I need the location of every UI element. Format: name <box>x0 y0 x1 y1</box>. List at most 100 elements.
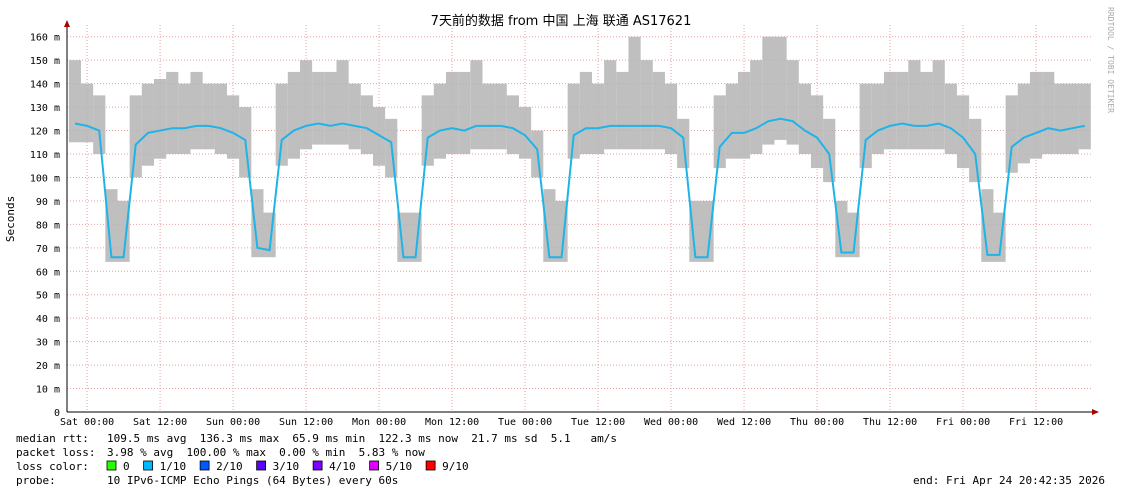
y-tick-label: 0 <box>54 408 60 419</box>
smoke-bar <box>226 95 240 159</box>
smoke-bar <box>433 83 446 159</box>
smoke-bar <box>579 71 592 154</box>
packet-loss-stats: 3.98 % avg 100.00 % max 0.00 % min 5.83 … <box>107 446 425 459</box>
smoke-bar <box>725 83 738 159</box>
smoke-bar <box>153 78 167 159</box>
smoke-bar <box>518 107 532 159</box>
smoke-bar <box>312 71 325 145</box>
smoke-bar <box>421 95 434 166</box>
y-axis-label: Seconds <box>4 196 17 242</box>
smoke-bar <box>956 95 970 169</box>
x-tick-label: Wed 00:00 <box>644 417 698 428</box>
y-tick-label: 20 m <box>36 361 60 372</box>
smoke-bar <box>348 83 361 150</box>
y-tick-label: 140 m <box>30 80 60 91</box>
legend-swatch <box>369 460 380 471</box>
smoke-bar <box>68 60 81 143</box>
smoke-bar <box>1017 83 1030 164</box>
smoke-bar <box>336 60 349 145</box>
y-tick-label: 10 m <box>36 385 60 396</box>
probe-text: 10 IPv6-ICMP Echo Pings (64 Bytes) every… <box>107 474 398 487</box>
legend-swatch <box>199 460 210 471</box>
legend-label: 1/10 <box>160 460 187 473</box>
y-tick-label: 100 m <box>30 173 60 184</box>
x-tick-label: Tue 12:00 <box>571 417 625 428</box>
smoke-bar <box>275 83 288 166</box>
smoke-bar <box>786 60 799 145</box>
packet-loss-label: packet loss: <box>16 446 95 459</box>
smoke-bar <box>871 83 884 154</box>
smoke-bar <box>835 200 848 258</box>
smoke-bar <box>105 189 118 262</box>
x-tick-label: Sun 12:00 <box>279 417 333 428</box>
median-line <box>74 117 1085 259</box>
y-tick-label: 160 m <box>30 33 60 44</box>
y-tick-label: 90 m <box>36 197 60 208</box>
smoke-bar <box>129 95 142 178</box>
smoke-bar <box>798 83 811 154</box>
smoke-bar <box>360 95 373 154</box>
smoke-bar <box>616 71 629 150</box>
x-tick-label: Wed 12:00 <box>717 417 771 428</box>
x-tick-label: Mon 00:00 <box>352 417 406 428</box>
smoke-bar <box>324 71 337 145</box>
smoke-bar <box>701 200 714 262</box>
smoke-bar <box>141 83 154 166</box>
x-tick-label: Thu 12:00 <box>863 417 917 428</box>
smoke-bar <box>823 118 836 183</box>
x-tick-label: Mon 12:00 <box>425 417 479 428</box>
legend-swatch <box>312 460 323 471</box>
smoke-bar <box>810 95 824 169</box>
smoke-bar <box>299 60 313 150</box>
smoke-bar <box>896 71 909 150</box>
smoke-bar <box>214 83 227 154</box>
smoke-bar <box>482 83 495 150</box>
smoke-bar <box>494 83 507 150</box>
legend-swatch <box>256 460 267 471</box>
smoke-bar <box>445 71 459 154</box>
plot-area <box>66 25 1092 413</box>
x-tick-label: Tue 00:00 <box>498 417 552 428</box>
legend-swatch <box>425 460 436 471</box>
smoke-bar <box>944 83 957 154</box>
legend-swatch <box>143 460 154 471</box>
smoke-bar <box>750 60 763 154</box>
y-axis-arrow <box>64 20 70 27</box>
smoke-bar <box>1066 83 1079 154</box>
smoke-bar <box>664 83 678 154</box>
x-tick-label: Sat 00:00 <box>60 417 114 428</box>
smoke-bar <box>1078 83 1091 150</box>
smoke-bar <box>543 189 556 262</box>
smoke-bar <box>908 60 921 150</box>
y-tick-label: 50 m <box>36 291 60 302</box>
smoke-bar <box>506 95 519 154</box>
x-tick-label: Thu 00:00 <box>790 417 844 428</box>
chart-title: 7天前的数据 from 中国 上海 联通 AS17621 <box>431 13 692 29</box>
end-time: end: Fri Apr 24 20:42:35 2026 <box>913 474 1105 487</box>
y-tick-label: 30 m <box>36 338 60 349</box>
y-tick-label: 70 m <box>36 244 60 255</box>
smoke-bar <box>1029 71 1043 159</box>
y-tick-label: 120 m <box>30 127 60 138</box>
smoke-bar <box>458 71 471 154</box>
smoke-bar <box>555 200 568 262</box>
smoke-bar <box>202 83 215 150</box>
y-tick-label: 130 m <box>30 103 60 114</box>
smoke-bar <box>762 36 775 145</box>
smoke-bar <box>251 189 264 258</box>
smoke-bar <box>591 83 605 154</box>
smoke-bar <box>372 107 386 166</box>
legend-label: 4/10 <box>329 460 356 473</box>
x-tick-label: Fri 00:00 <box>936 417 990 428</box>
smoke-bar <box>689 200 702 262</box>
y-tick-label: 110 m <box>30 150 60 161</box>
smoke-bar <box>604 60 617 150</box>
smoke-bar <box>652 71 665 150</box>
x-tick-label: Sat 12:00 <box>133 417 187 428</box>
x-tick-label: Fri 12:00 <box>1009 417 1063 428</box>
smoke-bar <box>640 60 653 150</box>
smoke-bar <box>737 71 751 159</box>
smoke-bar <box>774 36 787 140</box>
